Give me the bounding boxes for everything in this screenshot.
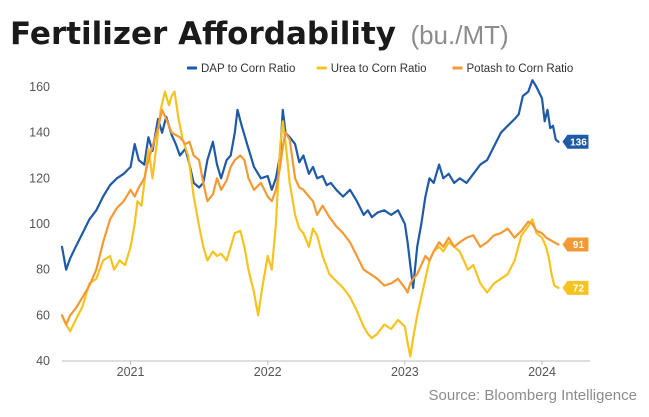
end-label: 91	[562, 237, 589, 252]
x-tick-label: 2023	[391, 365, 419, 379]
end-labels: 136 72 91	[562, 134, 589, 295]
x-axis: 2021 2022 2023 2024	[62, 360, 590, 379]
x-tick-label: 2024	[528, 365, 556, 379]
legend-label: Urea to Corn Ratio	[331, 63, 427, 75]
chart-legend: DAP to Corn Ratio Urea to Corn Ratio Potas…	[187, 63, 573, 75]
y-tick-label: 120	[29, 171, 50, 185]
y-tick-label: 40	[36, 354, 50, 368]
series-line	[60, 90, 560, 358]
end-label-tag	[562, 280, 589, 295]
series-line	[60, 79, 560, 289]
chart-title: Fertilizer Affordability (bu./MT)	[10, 16, 509, 52]
series-lines	[60, 79, 560, 358]
chart-title-main: Fertilizer Affordability	[10, 16, 396, 52]
end-label-value: 136	[570, 137, 587, 148]
x-tick-label: 2022	[254, 365, 282, 379]
y-tick-label: 80	[36, 263, 50, 277]
y-tick-label: 160	[29, 80, 50, 94]
x-tick-label: 2021	[117, 365, 145, 379]
legend-label: Potash to Corn Ratio	[467, 63, 574, 75]
end-label-value: 72	[573, 283, 585, 294]
y-axis: 40 60 80 100 120 140 160	[29, 80, 50, 368]
series-line	[60, 108, 560, 326]
legend-label: DAP to Corn Ratio	[201, 63, 295, 75]
end-label-value: 91	[573, 240, 585, 251]
end-label: 72	[562, 280, 589, 295]
chart-title-unit: (bu./MT)	[410, 20, 508, 50]
end-label: 136	[562, 134, 589, 149]
source-note: Source: Bloomberg Intelligence	[429, 387, 637, 404]
y-tick-label: 100	[29, 217, 50, 231]
y-tick-label: 140	[29, 126, 50, 140]
end-label-tag	[562, 134, 589, 149]
end-label-tag	[562, 237, 589, 252]
y-tick-label: 60	[36, 308, 50, 322]
